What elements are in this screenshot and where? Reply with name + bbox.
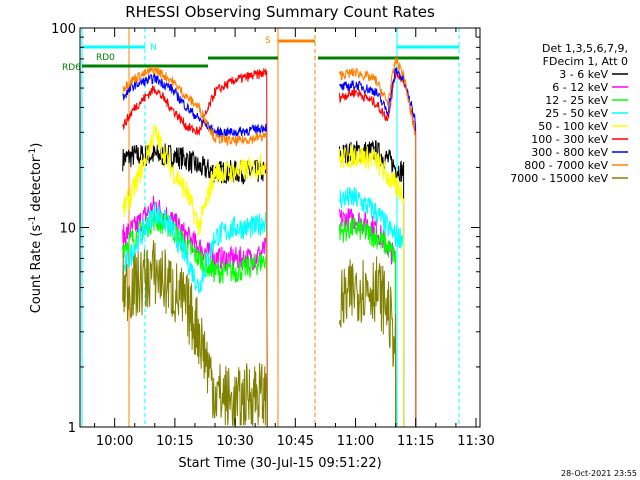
legend-header-line: FDecim 1, Att 0	[543, 55, 628, 68]
x-axis: 10:00 10:15 10:30 10:45 11:00 11:15 11:30	[94, 28, 495, 449]
series-line-2	[122, 210, 397, 428]
x-tick-label: 11:30	[457, 434, 494, 449]
footer-timestamp: 28-Oct-2021 23:55	[561, 469, 637, 478]
x-tick-label: 11:00	[337, 434, 374, 449]
legend-entry-label: 50 - 100 keV	[538, 120, 608, 133]
series-line-3	[122, 186, 405, 428]
y-axis-title: Count Rate (s-1 detector-1)	[28, 143, 44, 314]
legend-header-line: Det 1,3,5,6,7,9,	[542, 42, 628, 55]
y-axis-title-sup1: -1	[28, 216, 38, 225]
legend-entry-label: 300 - 800 keV	[531, 146, 608, 159]
y-tick-label: 1	[68, 421, 76, 436]
y-axis-title-main: Count Rate (s	[29, 225, 44, 314]
legend-entry-label: 3 - 6 keV	[559, 68, 608, 81]
legend: Det 1,3,5,6,7,9,FDecim 1, Att 03 - 6 keV…	[510, 42, 628, 185]
series-line-5	[122, 67, 417, 428]
overlay-layer: RD0 RD6 N S	[62, 28, 460, 427]
series-line-7	[122, 57, 417, 428]
y-axis-title-sup2: -1	[28, 148, 38, 157]
series-line-4	[122, 124, 405, 428]
x-tick-label: 11:15	[397, 434, 434, 449]
legend-entry-label: 100 - 300 keV	[531, 133, 608, 146]
chart-title: RHESSI Observing Summary Count Rates	[125, 3, 435, 21]
annotation-rd0: RD0	[96, 53, 115, 63]
x-tick-label: 10:45	[277, 434, 314, 449]
annotation-n: N	[150, 43, 157, 53]
legend-entry-label: 6 - 12 keV	[552, 81, 608, 94]
y-tick-label: 10	[59, 222, 76, 237]
x-tick-label: 10:30	[216, 434, 253, 449]
series-line-8	[122, 240, 397, 428]
y-axis: 1 10 100	[51, 22, 480, 436]
x-tick-label: 10:15	[156, 434, 193, 449]
x-axis-title: Start Time (30-Jul-15 09:51:22)	[178, 456, 381, 471]
y-axis-title-mid: detector	[29, 156, 44, 216]
legend-entry-label: 25 - 50 keV	[545, 107, 608, 120]
y-axis-title-end: )	[29, 143, 44, 148]
y-tick-label: 100	[51, 22, 76, 37]
series-layer	[122, 57, 417, 428]
legend-entry-label: 12 - 25 keV	[545, 94, 608, 107]
annotation-rd6: RD6	[62, 63, 81, 73]
legend-entry-label: 800 - 7000 keV	[524, 159, 608, 172]
x-tick-label: 10:00	[96, 434, 133, 449]
legend-entry-label: 7000 - 15000 keV	[510, 172, 608, 185]
annotation-s: S	[265, 36, 271, 46]
series-line-6	[122, 67, 417, 428]
